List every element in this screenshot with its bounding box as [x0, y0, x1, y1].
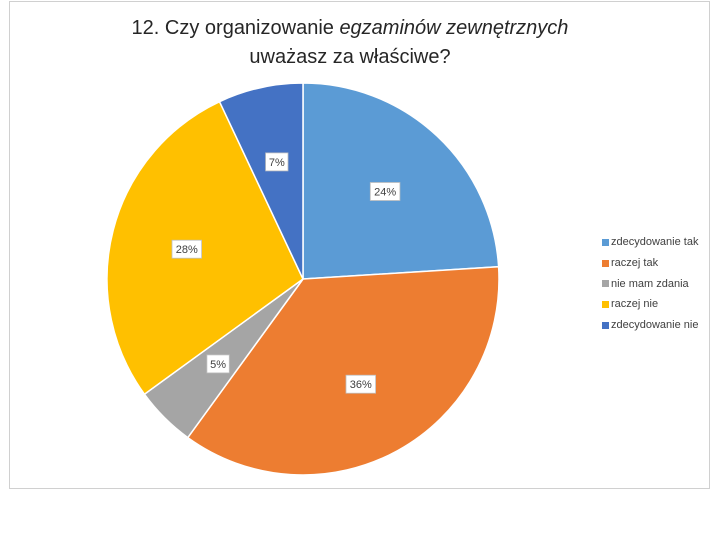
data-label-box — [206, 354, 230, 374]
data-label-text: 36% — [350, 379, 372, 391]
pie-slice-raczej-tak — [186, 265, 500, 476]
pie-slice-zdecydowanie-tak — [302, 82, 500, 280]
legend-label: zdecydowanie nie — [611, 319, 699, 332]
legend-label: zdecydowanie tak — [611, 236, 699, 249]
legend-swatch — [602, 259, 609, 267]
data-label-box — [345, 374, 377, 394]
data-label-box — [265, 152, 289, 172]
pie-slice-raczej-nie — [106, 100, 304, 396]
legend-item-zdecydowanie-nie: zdecydowanie nie — [602, 315, 712, 336]
legend-item-zdecydowanie-tak: zdecydowanie tak — [602, 232, 712, 253]
legend-item-nie-mam-zdania: nie mam zdania — [602, 273, 712, 294]
legend-swatch — [602, 300, 609, 308]
legend-label: nie mam zdania — [611, 277, 689, 290]
data-label-text: 5% — [210, 359, 226, 371]
legend-label: raczej tak — [611, 257, 659, 270]
legend-item-raczej-nie: raczej nie — [602, 294, 712, 315]
data-label-box — [171, 239, 203, 259]
data-label-text: 24% — [374, 187, 396, 199]
data-label-box — [369, 182, 401, 201]
chart-title-line2: uważasz za właściwe? — [249, 46, 451, 68]
data-label-text: 7% — [269, 157, 285, 169]
pie-slice-zdecydowanie-nie — [218, 82, 304, 280]
chart-legend: zdecydowanie tak raczej tak nie mam zdania… — [602, 232, 712, 335]
data-label-raczej-tak: 36% — [345, 374, 377, 394]
legend-swatch — [602, 321, 609, 329]
legend-swatch — [602, 238, 609, 246]
chart-title: 12. Czy organizowanie egzaminów zewnętrz… — [40, 14, 660, 72]
legend-item-raczej-tak: raczej tak — [602, 253, 712, 274]
data-label-text: 28% — [176, 244, 198, 256]
data-label-raczej-nie: 28% — [171, 239, 203, 259]
legend-swatch — [602, 280, 609, 288]
data-label-zdecydowanie-nie: 7% — [265, 152, 289, 172]
chart-title-prefix: 12. Czy organizowanie — [131, 17, 340, 39]
legend-label: raczej nie — [611, 298, 659, 311]
chart-title-italic: egzaminów zewnętrznych — [339, 17, 569, 39]
data-label-zdecydowanie-tak: 24% — [369, 182, 401, 201]
data-label-nie-mam-zdania: 5% — [206, 354, 230, 374]
